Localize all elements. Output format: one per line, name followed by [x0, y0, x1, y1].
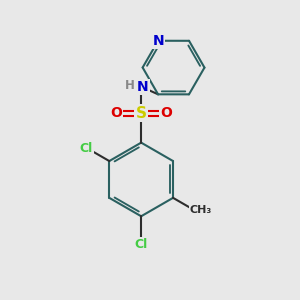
Text: N: N	[152, 34, 164, 48]
Text: H: H	[125, 79, 135, 92]
Text: O: O	[110, 106, 122, 120]
Text: CH₃: CH₃	[190, 206, 212, 215]
Text: S: S	[136, 106, 147, 121]
Text: N: N	[137, 80, 148, 94]
Text: Cl: Cl	[134, 238, 148, 251]
Text: O: O	[160, 106, 172, 120]
Text: Cl: Cl	[80, 142, 93, 155]
